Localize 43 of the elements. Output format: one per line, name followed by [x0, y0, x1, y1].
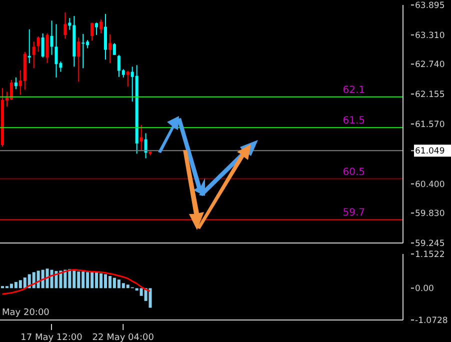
- candlestick: [10, 79, 13, 100]
- candlestick: [95, 22, 98, 36]
- y-tick-label: -1.0728: [415, 316, 448, 326]
- candlestick: [50, 20, 54, 56]
- y-tick-label: 61.049: [415, 146, 445, 157]
- y-tick-label: 0.00: [415, 284, 434, 294]
- ref-line-label: 62.1: [342, 84, 365, 96]
- candlestick: [100, 19, 103, 34]
- candlestick: [104, 13, 107, 60]
- ref-line-label: 59.7: [342, 208, 365, 219]
- candlestick: [32, 41, 36, 69]
- x-tick-label: 22 May 04:00: [92, 333, 154, 342]
- candlestick: [41, 32, 44, 58]
- y-tick-label: 63.310: [415, 30, 445, 41]
- candlestick: [28, 28, 31, 64]
- candlestick: [82, 33, 85, 69]
- y-tick-label: 59.830: [415, 209, 445, 220]
- candlestick: [126, 70, 130, 88]
- y-tick-label: 59.245: [415, 239, 445, 249]
- y-tick-label: 61.570: [415, 120, 445, 130]
- bar: [148, 288, 152, 308]
- line-series: [1, 269, 151, 295]
- x-tick-label: 17 May 12:00: [20, 333, 83, 342]
- y-tick-label: 63.895: [415, 1, 445, 11]
- candlestick: [64, 12, 67, 40]
- ref-line-label: 60.5: [342, 166, 365, 178]
- bar: [54, 270, 58, 288]
- candlestick: [140, 124, 143, 151]
- y-tick-label: 1.1522: [415, 250, 445, 260]
- y-tick-label: 62.740: [415, 60, 445, 70]
- candlestick: [36, 36, 40, 52]
- candlestick: [108, 34, 112, 64]
- y-tick-label: 62.155: [415, 90, 445, 100]
- candlestick: [144, 132, 148, 159]
- y-tick-label: 60.400: [415, 180, 445, 190]
- candlestick: [112, 42, 116, 56]
- candlestick: [90, 22, 94, 42]
- candlestick: [14, 76, 18, 90]
- candlestick: [54, 24, 58, 78]
- candlestick: [46, 32, 49, 64]
- ref-line-label: 61.5: [342, 116, 365, 127]
- annotation: May 20:00: [2, 308, 50, 318]
- candlestick: [77, 37, 80, 82]
